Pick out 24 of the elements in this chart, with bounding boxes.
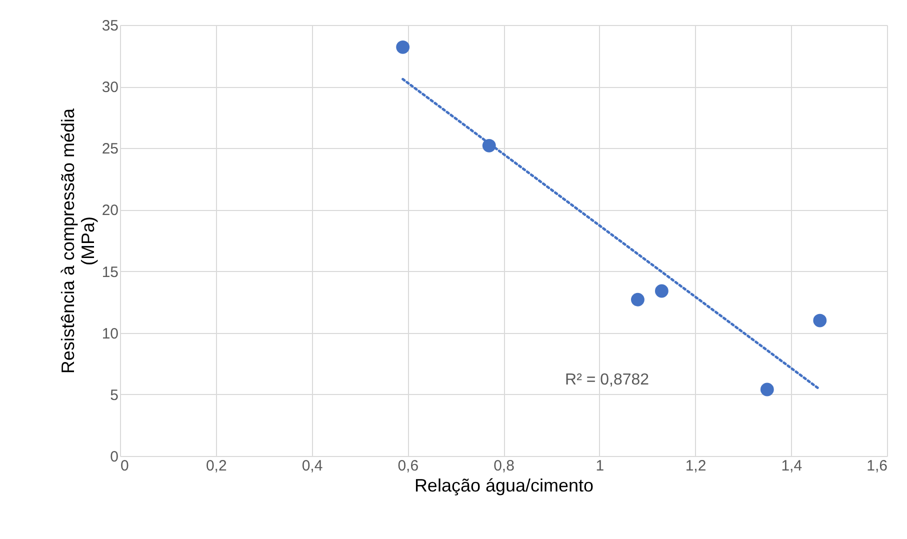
x-tick-label: 0,2 bbox=[206, 458, 227, 474]
y-tick-label: 35 bbox=[102, 18, 118, 34]
x-tick-label: 0,4 bbox=[302, 458, 323, 474]
x-tick-label: 1,6 bbox=[866, 458, 888, 474]
x-tick-label: 1,4 bbox=[781, 458, 802, 474]
y-tick-label: 30 bbox=[102, 79, 118, 96]
x-tick-label: 0,6 bbox=[398, 458, 419, 474]
x-tick-label: 0,8 bbox=[494, 458, 514, 474]
x-tick-label: 1 bbox=[596, 458, 604, 474]
point bbox=[760, 382, 774, 396]
x-tick-label: 1,2 bbox=[685, 458, 706, 474]
x-axis-title: Relação água/cimento bbox=[414, 476, 594, 496]
y-axis-title: Resistência à compressão média (MPa) bbox=[58, 107, 98, 374]
y-tick-label: 25 bbox=[102, 140, 118, 158]
point bbox=[654, 284, 668, 298]
y-tick-label: 15 bbox=[102, 264, 118, 281]
y-tick-label: 20 bbox=[102, 202, 118, 220]
annotation: R² = 0,8782 bbox=[565, 371, 650, 388]
x-tick-label: 0 bbox=[120, 458, 129, 474]
y-tick-label: 5 bbox=[110, 386, 118, 404]
point bbox=[396, 40, 410, 54]
point bbox=[813, 314, 827, 328]
point bbox=[631, 292, 644, 306]
y-tick-label: 10 bbox=[102, 325, 118, 342]
